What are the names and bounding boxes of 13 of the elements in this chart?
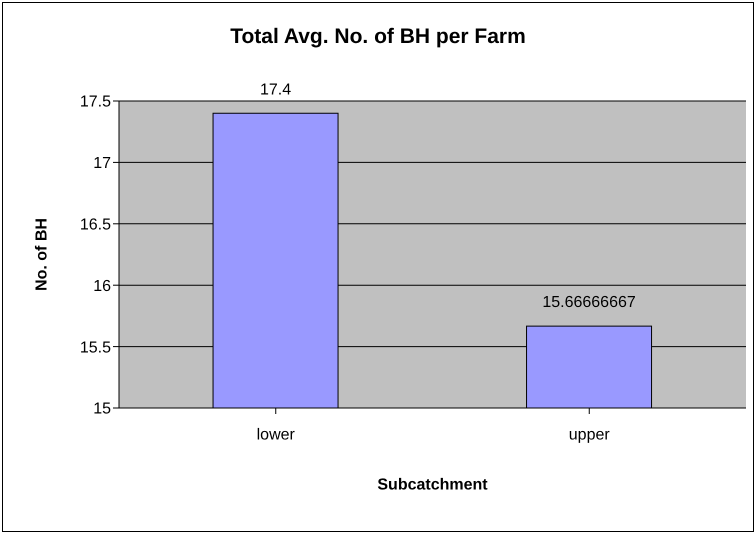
y-tick-label: 16 [93, 278, 112, 295]
chart-title: Total Avg. No. of BH per Farm [229, 25, 527, 49]
x-axis-title: Subcatchment [377, 476, 488, 494]
y-tick-label: 15.5 [80, 339, 112, 356]
x-tick-label: upper [568, 426, 610, 444]
y-axis-title: No. of BH [34, 218, 51, 291]
y-tick-label: 17 [93, 155, 112, 172]
data-label: 17.4 [260, 81, 292, 98]
y-tick-label: 17.5 [80, 94, 112, 111]
data-label: 15.66666667 [542, 294, 636, 312]
x-tick-label: lower [256, 426, 296, 444]
y-tick-label: 15 [93, 400, 112, 418]
y-tick-label: 16.5 [80, 216, 112, 234]
